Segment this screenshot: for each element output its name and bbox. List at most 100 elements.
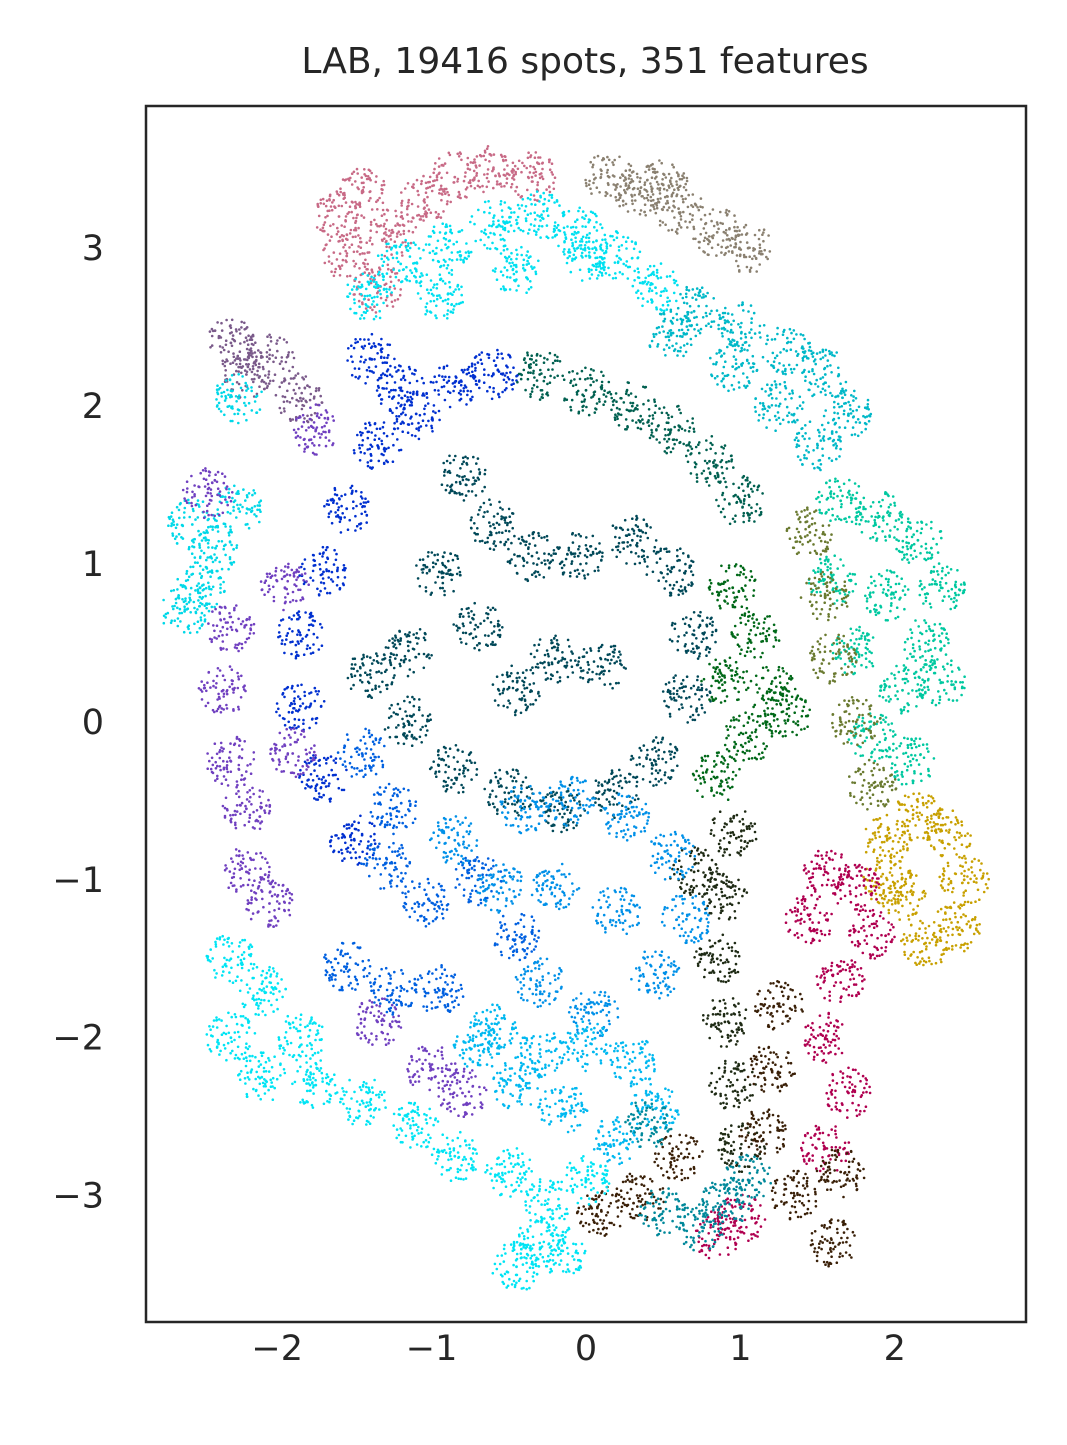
scatter-point: [294, 392, 297, 395]
scatter-point: [306, 414, 309, 418]
scatter-point: [476, 361, 480, 364]
scatter-point: [808, 388, 811, 392]
scatter-point: [662, 205, 666, 209]
scatter-point: [450, 273, 454, 276]
scatter-point: [400, 201, 403, 205]
scatter-point: [445, 381, 449, 384]
scatter-point: [624, 176, 627, 179]
scatter-point: [490, 397, 494, 401]
scatter-point: [739, 350, 742, 353]
scatter-point: [400, 389, 404, 393]
scatter-point: [606, 182, 610, 185]
scatter-point: [350, 344, 353, 348]
scatter-point: [906, 637, 909, 641]
scatter-point: [253, 373, 256, 376]
scatter-point: [432, 381, 435, 384]
scatter-point: [382, 260, 386, 264]
scatter-point: [566, 225, 569, 228]
scatter-point: [401, 241, 405, 244]
scatter-point: [649, 164, 653, 167]
scatter-point: [739, 253, 742, 256]
scatter-point: [385, 249, 389, 253]
scatter-point: [921, 688, 924, 692]
scatter-point: [684, 292, 688, 296]
scatter-point: [364, 501, 368, 504]
scatter-point: [592, 181, 595, 185]
scatter-point: [648, 436, 652, 440]
scatter-point: [836, 374, 840, 378]
scatter-point: [320, 778, 324, 781]
scatter-point: [667, 229, 670, 232]
scatter-point: [834, 518, 837, 521]
scatter-point: [309, 652, 313, 655]
scatter-point: [916, 695, 919, 699]
scatter-point: [614, 195, 617, 199]
scatter-point: [540, 213, 543, 216]
scatter-point: [647, 281, 650, 284]
scatter-point: [678, 441, 681, 445]
scatter-point: [304, 787, 307, 790]
scatter-point: [675, 299, 678, 303]
scatter-point: [475, 383, 479, 386]
scatter-point: [459, 397, 463, 401]
scatter-point: [655, 204, 659, 207]
scatter-point: [464, 455, 467, 459]
scatter-point: [385, 272, 389, 275]
scatter-point: [851, 409, 855, 413]
scatter-point: [502, 249, 506, 252]
scatter-point: [588, 277, 592, 280]
scatter-point: [446, 302, 450, 306]
scatter-point: [515, 265, 518, 269]
scatter-point: [617, 245, 621, 249]
scatter-point: [496, 368, 500, 372]
scatter-point: [652, 264, 656, 268]
scatter-point: [399, 243, 403, 247]
scatter-point: [366, 464, 370, 468]
scatter-point: [748, 268, 752, 272]
scatter-point: [439, 264, 443, 268]
scatter-point: [833, 354, 836, 358]
scatter-point: [653, 400, 656, 404]
scatter-point: [855, 647, 859, 650]
scatter-point: [442, 210, 445, 213]
scatter-point: [538, 398, 542, 401]
scatter-point: [859, 754, 862, 758]
scatter-point: [415, 379, 419, 383]
scatter-point: [492, 223, 495, 226]
scatter-point: [571, 384, 575, 388]
scatter-point: [458, 250, 462, 253]
scatter-point: [491, 241, 494, 245]
scatter-point: [403, 394, 407, 398]
scatter-point: [815, 378, 818, 382]
scatter-point: [851, 590, 855, 593]
scatter-point: [915, 689, 918, 693]
scatter-point: [454, 454, 457, 458]
scatter-point: [762, 231, 765, 234]
scatter-point: [885, 754, 888, 758]
scatter-point: [824, 393, 827, 397]
scatter-point: [606, 168, 609, 172]
scatter-point: [524, 205, 528, 208]
scatter-point: [893, 501, 896, 505]
scatter-point: [937, 701, 941, 705]
scatter-point: [378, 289, 382, 292]
scatter-point: [946, 674, 950, 678]
scatter-point: [369, 443, 373, 447]
scatter-point: [823, 559, 827, 562]
scatter-point: [720, 445, 723, 449]
scatter-point: [491, 169, 494, 173]
scatter-point: [953, 591, 957, 595]
scatter-point: [440, 176, 443, 180]
scatter-point: [664, 354, 667, 357]
scatter-point: [470, 362, 474, 366]
scatter-point: [358, 286, 362, 289]
scatter-point: [748, 344, 751, 347]
scatter-point: [665, 421, 669, 425]
scatter-point: [718, 481, 722, 484]
scatter-point: [618, 256, 621, 260]
scatter-point: [605, 245, 609, 248]
scatter-point: [742, 502, 746, 505]
scatter-point: [499, 238, 503, 241]
scatter-point: [498, 183, 501, 186]
scatter-point: [354, 338, 357, 341]
